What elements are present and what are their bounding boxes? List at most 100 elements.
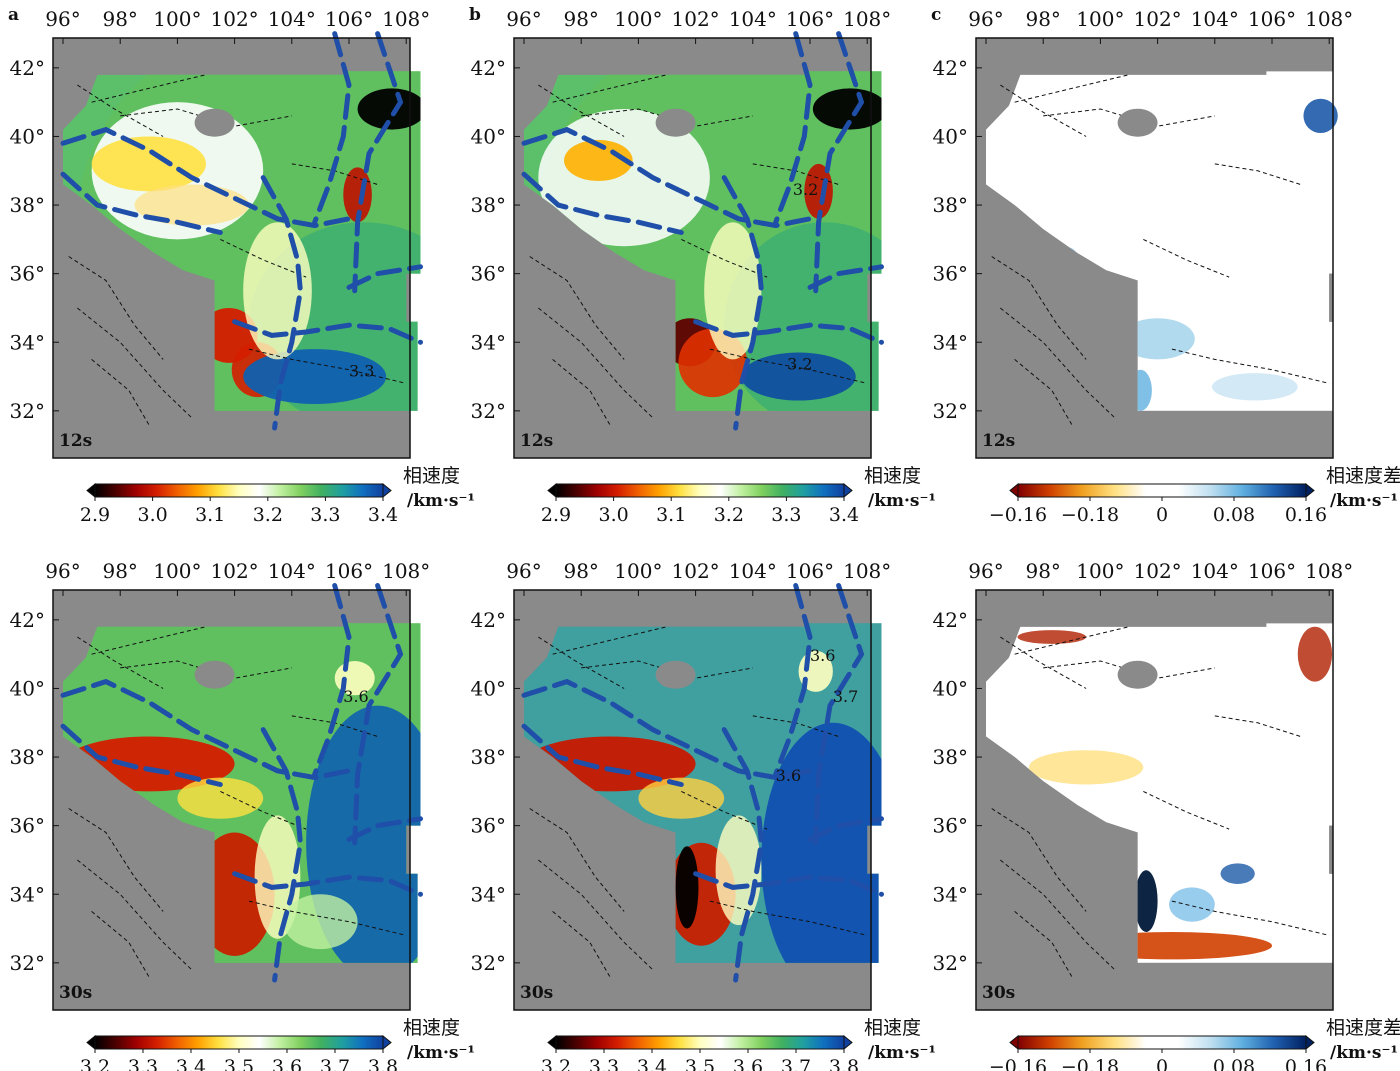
colorbar-tick-label: 3.3 [771,504,801,526]
fault-line [68,256,164,360]
lat-tick-label: 38° [933,745,968,769]
lon-tick-label: 106° [786,7,834,31]
lon-tick-label: 100° [1076,559,1124,583]
lat-tick-label: 34° [10,330,45,354]
major-fault [693,871,884,897]
colorbar-ramp [1017,483,1307,498]
anomaly-patch [1017,630,1087,644]
lat-tick-label: 42° [10,56,45,80]
lon-tick-label: 100° [614,7,662,31]
lon-tick-label: 104° [729,559,777,583]
fault-line [999,307,1116,419]
fault-line [76,859,193,971]
no-data-hole [194,660,235,689]
major-fault [693,319,884,345]
colorbar-title: 相速度 [864,465,921,487]
map-panel-c12: 96° 98° 100° 102° 104° 106° 108° 42° 40° 38° 36° 34… [931,5,1353,459]
colorbar-tick-label: 3.3 [310,504,340,526]
lon-tick-label: 102° [1134,559,1182,583]
period-label: 30s [59,983,92,1003]
lon-tick-label: 98° [1025,559,1060,583]
colorbar-unit: /km·s⁻¹ [1330,491,1398,511]
map-panel-b30: 96° 98° 100° 102° 104° 106° 108° 42° 40° 38° 36° 34… [471,559,891,1011]
lat-tick-label: 32° [933,399,968,423]
colorbar-tick-label: 3.1 [656,504,686,526]
colorbar-ramp [1017,1035,1307,1050]
major-fault [773,583,813,777]
fault-line [1014,359,1073,425]
anomaly-patch [638,777,725,819]
major-fault [521,171,684,235]
colorbar-tick-label: 2.9 [541,504,571,526]
colorbar-title: 相速度差 [1326,1017,1400,1039]
lat-tick-label: 42° [471,56,506,80]
colorbar-unit: /km·s⁻¹ [407,1043,475,1063]
major-fault [352,583,404,846]
major-fault [521,126,813,229]
lon-tick-label: 98° [102,7,137,31]
fault-line [529,808,625,912]
no-data-hole [194,108,235,137]
lat-tick-label: 40° [933,676,968,700]
lat-tick-label: 34° [471,330,506,354]
lon-tick-label: 108° [1305,7,1353,31]
no-data-hole [655,660,696,689]
colorbar-tick-label: 3.4 [368,504,398,526]
map-panel-c30: 96° 98° 100° 102° 104° 106° 108° 42° 40° 38° 36° 34… [933,559,1353,1011]
colorbar-tick-label: 3.7 [781,1056,811,1071]
lat-tick-label: 34° [933,882,968,906]
fault-line [552,911,611,977]
colorbar-tick-label: 0.16 [1285,1056,1327,1071]
colorbar-tick-label: 3.3 [128,1056,158,1071]
major-fault [813,31,865,294]
lat-tick-label: 40° [471,676,506,700]
lat-tick-label: 32° [471,951,506,975]
colorbar-tick-label: 3.2 [253,504,283,526]
lon-tick-label: 98° [1025,7,1060,31]
lon-tick-label: 96° [506,559,541,583]
anomaly-patch [1028,750,1144,785]
colorbar-tick-label: 3.6 [272,1056,302,1071]
lat-tick-label: 38° [471,745,506,769]
colorbar-tick-label: 0.16 [1285,504,1327,526]
period-label: 12s [59,431,92,451]
lon-tick-label: 100° [153,559,201,583]
anomaly-patch [761,722,882,963]
anomaly-patch [812,88,882,130]
colorbar-tick-label: −0.16 [989,504,1047,526]
colorbar-tick-label: −0.18 [1061,504,1119,526]
major-fault [312,583,352,777]
colorbar-tick-label: 0 [1156,1056,1168,1071]
colorbar-unit: /km·s⁻¹ [407,491,475,511]
anomaly-patch [283,894,358,950]
contour-label: 3.6 [343,687,368,706]
colorbar-tick-label: 3.1 [195,504,225,526]
colorbar-tick-label: −0.18 [1061,1056,1119,1071]
major-fault [60,126,352,229]
lat-tick-label: 38° [10,745,45,769]
lon-tick-label: 104° [268,559,316,583]
lon-tick-label: 108° [843,7,891,31]
colorbar-tick-label: 3.2 [541,1056,571,1071]
colorbar-unit: /km·s⁻¹ [868,1043,936,1063]
colorbar-tick-label: 3.6 [733,1056,763,1071]
colorbar-tick-label: 3.7 [320,1056,350,1071]
lon-tick-label: 98° [563,559,598,583]
colorbar-tick-label: 3.8 [829,1056,859,1071]
contour-label: 3.6 [776,766,801,785]
lat-tick-label: 42° [933,608,968,632]
lat-tick-label: 36° [471,262,506,286]
lat-tick-label: 32° [933,951,968,975]
colorbar: −0.16 −0.18 0 0.08 0.16 相速度差/km·s⁻¹ [989,465,1400,526]
lat-tick-label: 36° [933,262,968,286]
colorbar-tick-label: 3.5 [224,1056,254,1071]
colorbar-tick-label: 0.08 [1213,1056,1255,1071]
lat-tick-label: 34° [933,330,968,354]
anomaly-patch [1120,318,1195,360]
colorbar-title: 相速度 [864,1017,921,1039]
lon-tick-label: 104° [268,7,316,31]
anomaly-patch [804,163,833,219]
